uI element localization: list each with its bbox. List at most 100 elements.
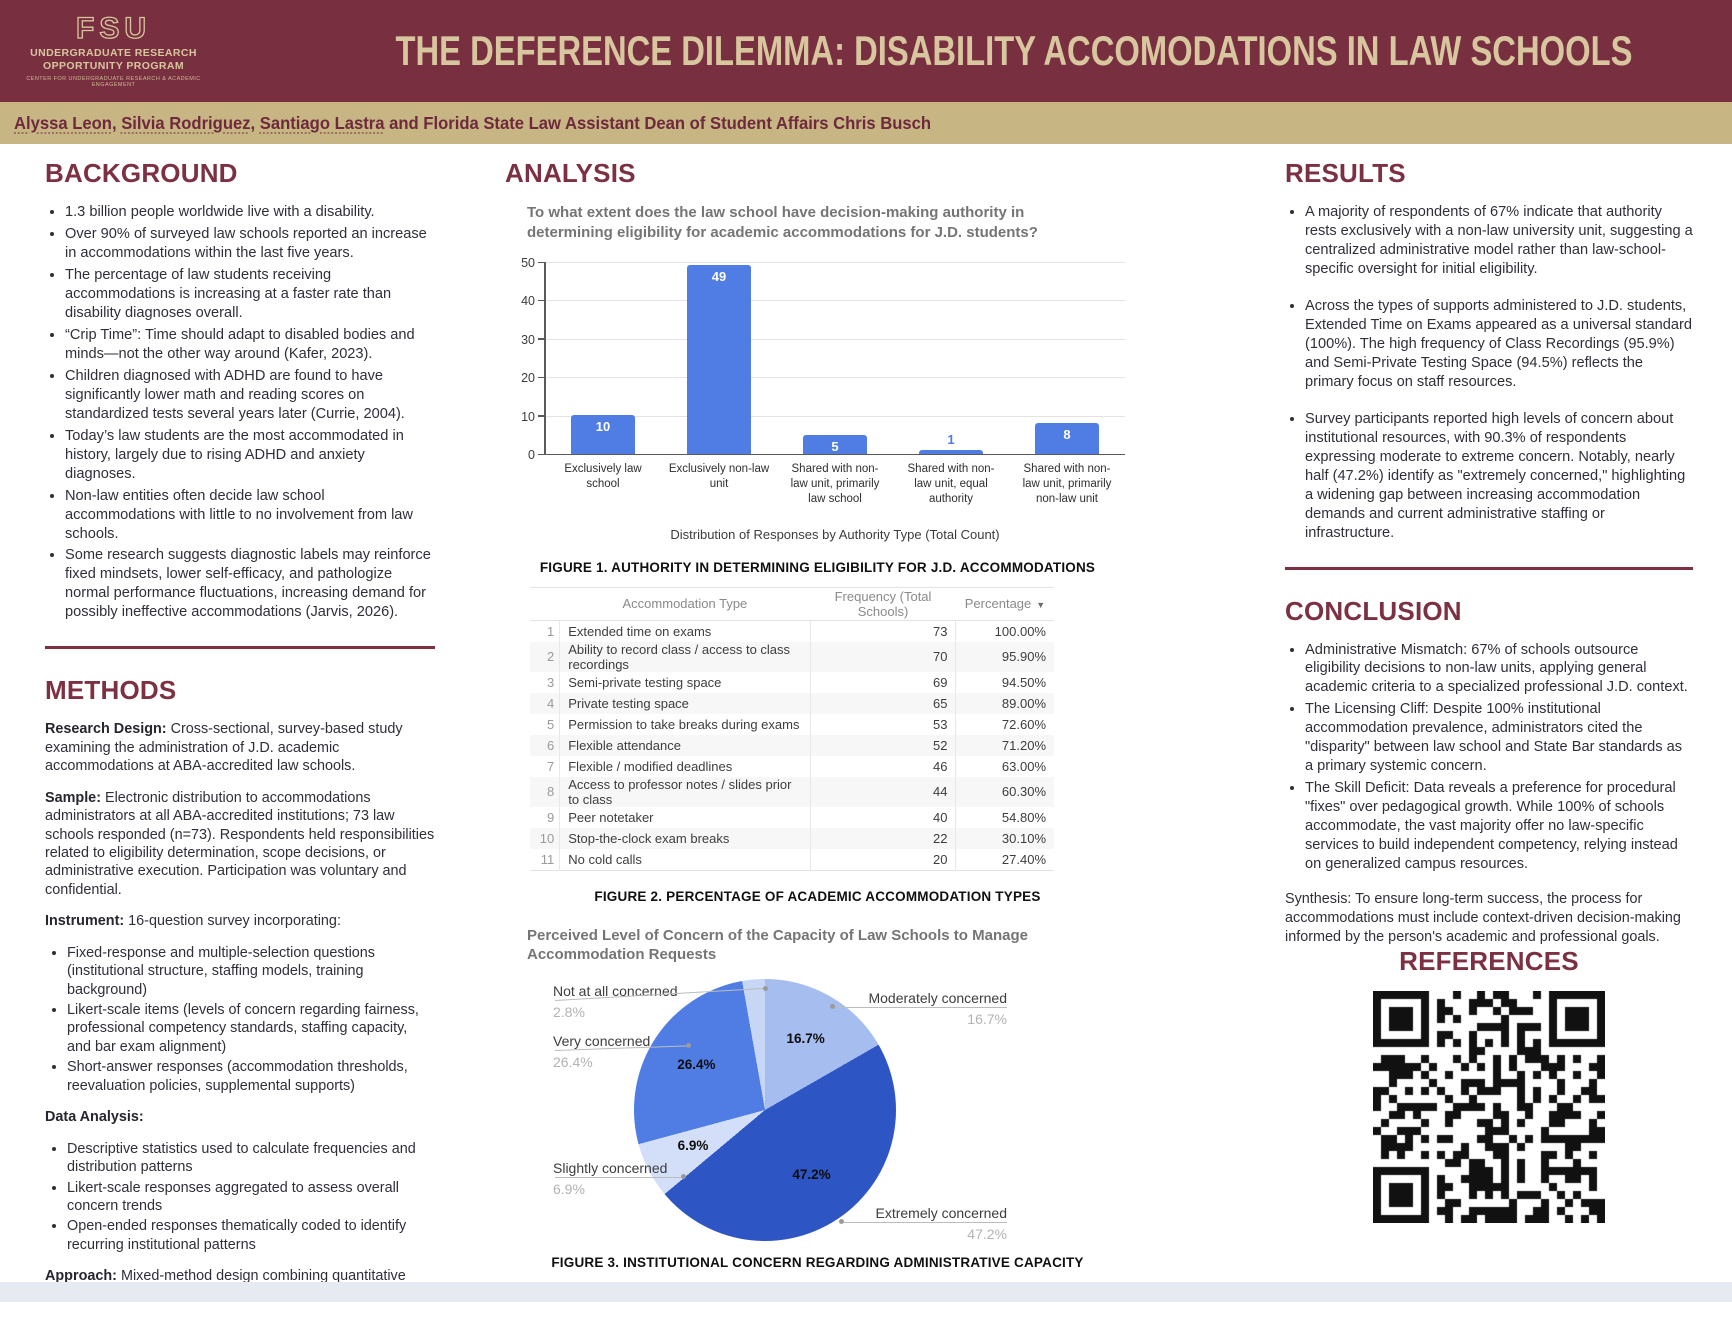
table-row: 2 Ability to record class / access to cla… (530, 641, 1054, 672)
callout-dot (686, 1042, 691, 1048)
author-text: and Florida State Law Assistant Dean of … (384, 112, 932, 133)
pie-slice-label: 6.9% (677, 1138, 709, 1154)
table-row: 9 Peer notetaker 40 54.80% (530, 806, 1054, 828)
urop-logo-line: UNDERGRADUATE RESEARCH (30, 47, 197, 60)
table-row: 8 Access to professor notes / slides prio… (530, 776, 1054, 807)
cell-accommodation-type: No cold calls (559, 848, 811, 871)
axis-tick (538, 338, 545, 340)
cell-percentage: 71.20% (955, 734, 1054, 756)
section-heading-results: RESULTS (1285, 158, 1406, 188)
section-heading-conclusion: CONCLUSION (1285, 595, 1462, 626)
cell-accommodation-type: Access to professor notes / slides prior… (559, 776, 811, 807)
cell-frequency: 44 (809, 776, 956, 807)
section-divider (1285, 566, 1693, 570)
y-tick-label: 0 (528, 448, 535, 462)
callout-leader-line (555, 1176, 683, 1178)
axis-tick (538, 376, 545, 379)
table-header-row: Accommodation Type Frequency (Total Scho… (530, 587, 1054, 621)
sort-descending-icon: ▼ (1036, 600, 1046, 611)
bar-value-label: 10 (595, 419, 611, 435)
urop-logo: FSU UNDERGRADUATE RESEARCH OPPORTUNITY P… (0, 13, 221, 88)
row-number: 2 (530, 641, 560, 672)
row-number: 8 (530, 776, 560, 807)
figure2-caption: FIGURE 2. PERCENTAGE OF ACADEMIC ACCOMMO… (594, 888, 1041, 904)
table-row: 10 Stop-the-clock exam breaks 22 30.10% (530, 827, 1054, 849)
table-row: 5 Permission to take breaks during exams 5… (530, 713, 1054, 735)
methods-bullets: Fixed-response and multiple-selection qu… (45, 944, 435, 1096)
cell-percentage: 89.00% (955, 692, 1054, 714)
x-category-label: Shared with non-law unit, primarily non-… (1022, 463, 1112, 505)
bar (571, 415, 635, 454)
methods-block: Instrument: 16-question survey incorpora… (45, 912, 435, 930)
pie-callout-slightly: Slightly concerned 6.9% (553, 1159, 668, 1197)
pie-chart (634, 978, 896, 1241)
row-number: 11 (540, 851, 555, 867)
y-tick-label: 10 (521, 409, 535, 424)
methods-text: Electronic distribution to accommodation… (45, 789, 435, 898)
accommodation-table: Accommodation Type Frequency (Total Scho… (530, 586, 1054, 871)
synthesis-paragraph: Synthesis: To ensure long-term success, … (1285, 891, 1681, 945)
left-column: BACKGROUND 1.3 billion people worldwide … (45, 158, 435, 1317)
results-list: A majority of respondents of 67% indicat… (1285, 203, 1693, 543)
cell-percentage: 27.40% (955, 848, 1054, 871)
x-category-label: Exclusively law school (564, 463, 642, 490)
row-number: 1 (547, 623, 555, 639)
cell-percentage: 100.00% (955, 620, 1054, 642)
row-number: 6 (530, 734, 560, 756)
col-percentage: Percentage ▼ (955, 587, 1054, 621)
list-item: Open-ended responses thematically coded … (67, 1217, 435, 1254)
pie-callout-moderately: Moderately concerned 16.7% (868, 989, 1007, 1027)
list-item: Administrative Mismatch: 67% of schools … (1305, 641, 1693, 698)
bar-chart-axis-title: Distribution of Responses by Authority T… (670, 526, 1000, 542)
cell-frequency: 69 (809, 671, 956, 693)
author-bar: Alyssa Leon, Silvia Rodriguez, Santiago … (0, 102, 1732, 144)
figure1-caption: FIGURE 1. AUTHORITY IN DETERMINING ELIGI… (539, 559, 1096, 575)
row-number: 5 (547, 716, 555, 732)
cell-percentage: 63.00% (955, 755, 1054, 777)
y-tick-label: 20 (521, 371, 535, 386)
callout-dot (839, 1218, 844, 1224)
urop-logo-subline: CENTER FOR UNDERGRADUATE RESEARCH & ACAD… (26, 75, 201, 88)
list-item: Children diagnosed with ADHD are found t… (65, 367, 435, 424)
conclusion-list: Administrative Mismatch: 67% of schools … (1285, 641, 1693, 875)
author-text: , (250, 112, 260, 133)
pie-slice-label: 16.7% (786, 1030, 825, 1046)
section-heading-analysis: ANALYSIS (505, 158, 636, 188)
cell-percentage: 54.80% (955, 806, 1054, 828)
author-text: Santiago Lastra (259, 112, 385, 133)
poster-title: THE DEFERENCE DILEMMA: DISABILITY ACCOMO… (395, 27, 1633, 74)
figure3-caption: FIGURE 3. INSTITUTIONAL CONCERN REGARDIN… (551, 1254, 1084, 1270)
cell-frequency: 53 (809, 713, 956, 735)
list-item: Some research suggests diagnostic labels… (65, 546, 435, 622)
y-axis-line (544, 262, 546, 455)
axis-tick (538, 261, 545, 263)
cell-accommodation-type: Flexible / modified deadlines (559, 755, 811, 777)
methods-text: Cross-sectional, survey-based study exam… (45, 721, 403, 775)
axis-tick (538, 299, 545, 302)
bar (919, 450, 983, 454)
y-tick-label: 50 (521, 256, 535, 270)
callout-dot (763, 985, 768, 991)
section-heading-references: REFERENCES (1399, 946, 1579, 977)
methods-bullets: Descriptive statistics used to calculate… (45, 1140, 435, 1255)
list-item: The Skill Deficit: Data reveals a prefer… (1305, 779, 1693, 874)
cell-frequency: 40 (809, 806, 956, 828)
table-row: 7 Flexible / modified deadlines 46 63.00% (530, 755, 1054, 777)
table-row: 3 Semi-private testing space 69 94.50% (530, 671, 1054, 693)
gridline (545, 415, 1125, 417)
axis-tick (538, 415, 545, 417)
cell-frequency: 65 (809, 692, 956, 714)
callout-dot (681, 1173, 686, 1179)
list-item: “Crip Time”: Time should adapt to disabl… (65, 326, 435, 364)
callout-leader-line (844, 1221, 1007, 1223)
pie-callout-very: Very concerned 26.4% (553, 1032, 651, 1070)
row-number: 4 (530, 692, 560, 714)
bar-value-label: 8 (1063, 427, 1071, 443)
y-tick-label: 40 (521, 294, 535, 309)
cell-accommodation-type: Peer notetaker (559, 806, 811, 828)
cell-accommodation-type: Permission to take breaks during exams (559, 713, 811, 735)
list-item: Over 90% of surveyed law schools reporte… (65, 225, 435, 263)
x-category-label: Exclusively non-law unit (668, 463, 770, 490)
bar-chart-title: To what extent does the law school have … (527, 204, 1038, 241)
pie-callout-extremely: Extremely concerned 47.2% (875, 1204, 1007, 1242)
